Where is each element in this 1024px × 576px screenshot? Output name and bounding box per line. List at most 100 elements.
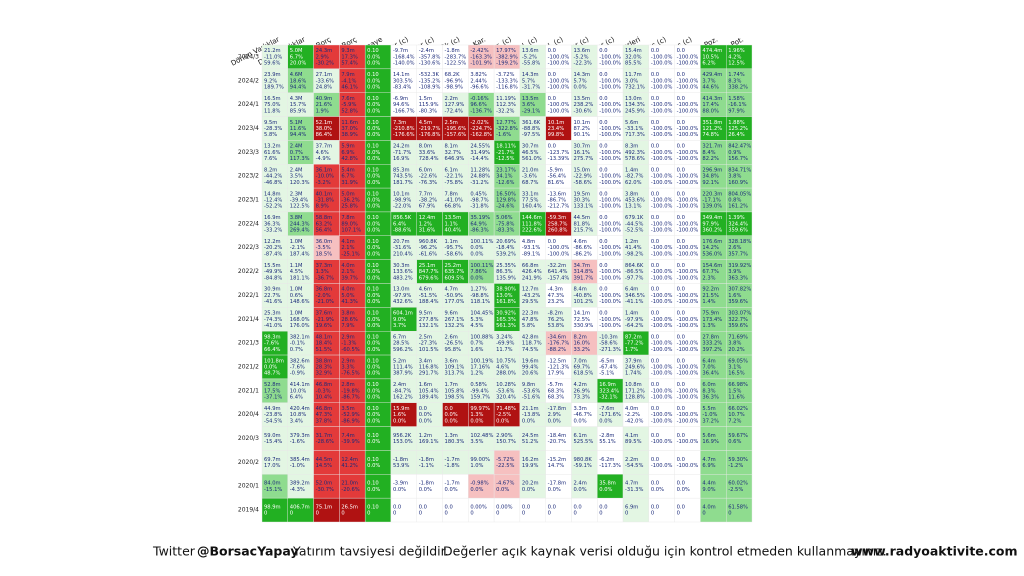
cell-value: 0.0% xyxy=(548,418,561,424)
cell-value: 8.3% xyxy=(728,78,741,84)
cell-value: -100.0% xyxy=(548,108,570,114)
cell-value: 11.28% xyxy=(470,167,490,173)
cell-value: 1.3% xyxy=(316,269,329,275)
cell-value: 24.3m xyxy=(316,48,333,54)
cell-value: 0.0 xyxy=(651,433,659,439)
cell-value: 99.97% xyxy=(470,406,490,412)
cell-value: 128.8% xyxy=(625,395,645,401)
cell-value: 0.0% xyxy=(367,364,380,370)
cell-value: 0.0 xyxy=(651,504,659,510)
cell-value: -87.4% xyxy=(264,251,282,257)
cell-value: -10.0% xyxy=(316,174,334,180)
cell-value: -171.6% xyxy=(599,412,621,418)
cell-value: 85.3m xyxy=(393,167,410,173)
cell-value: -140.0% xyxy=(393,61,415,67)
cell-value: 3.3m xyxy=(573,406,586,412)
cell-value: 1.88% xyxy=(728,120,745,126)
row-label: 2023/3 xyxy=(238,149,259,156)
cell-value: 15.4m xyxy=(625,48,642,54)
cell-value: 1.4% xyxy=(702,299,715,305)
cell-value: 5.2m xyxy=(393,358,406,364)
cell-value: 0.0% xyxy=(470,487,483,493)
cell-value: -100.0% xyxy=(599,269,621,275)
cell-value: 29.5% xyxy=(522,299,539,305)
cell-value: -88.2% xyxy=(548,347,566,353)
cell-value: 6.2% xyxy=(702,61,715,67)
cell-value: -100.0% xyxy=(651,61,673,67)
cell-value: 4.7m xyxy=(702,457,715,463)
cell-value: 275.7% xyxy=(573,156,593,162)
cell-value: -98.7% xyxy=(470,198,488,204)
cell-value: 36.3% xyxy=(264,221,281,227)
cell-value: 20.2m xyxy=(522,481,539,487)
cell-value: 359.6% xyxy=(728,299,748,305)
cell-value: -52.9% xyxy=(341,412,359,418)
cell-value: -100.0% xyxy=(651,299,673,305)
cell-value: 99.00% xyxy=(470,457,490,463)
cell-value: 320.4% xyxy=(496,395,516,401)
cell-value: 4.0m xyxy=(625,406,638,412)
cell-value: 4.1m xyxy=(625,433,638,439)
cell-value: -83.3% xyxy=(496,228,514,234)
cell-value: 0.0 xyxy=(651,191,659,197)
cell-value: 6.7% xyxy=(290,54,303,60)
cell-value: 132.1% xyxy=(419,323,439,329)
cell-value: -100.0% xyxy=(651,228,673,234)
cell-value: 0.0 xyxy=(599,48,607,54)
cell-value: 5.0m xyxy=(341,191,354,197)
cell-value: 95.8% xyxy=(445,347,462,353)
cell-value: 313.7% xyxy=(445,371,465,377)
cell-value: -100.0% xyxy=(677,221,699,227)
cell-value: 6.1m xyxy=(573,433,586,439)
cell-value: 22.7% xyxy=(264,293,281,299)
cell-value: 0.10 xyxy=(367,167,379,173)
cell-value: -28.6% xyxy=(316,439,334,445)
cell-value: 0.0 xyxy=(599,191,607,197)
cell-value: 36.4% xyxy=(702,371,719,377)
cell-value: -36.2% xyxy=(341,198,359,204)
cell-value: 89.0% xyxy=(341,221,358,227)
cell-value: 14.1m xyxy=(573,311,590,317)
cell-value: 37.0% xyxy=(341,126,358,132)
cell-value: 13.5m xyxy=(445,215,462,221)
cell-value: -100.0% xyxy=(651,108,673,114)
cell-value: 323.4% xyxy=(599,388,619,394)
cell-value: 0.0 xyxy=(651,239,659,245)
cell-value: 154.6m xyxy=(702,263,722,269)
cell-value: -96.2% xyxy=(419,245,437,251)
cell-value: -21.9% xyxy=(316,317,334,323)
cell-value: 16.0% xyxy=(573,341,590,347)
cell-value: 19.9% xyxy=(522,463,539,469)
cell-value: -95.7% xyxy=(445,245,463,251)
cell-value: 13.0% xyxy=(496,293,513,299)
cell-value: -51.6% xyxy=(522,395,540,401)
footer-twitter: Twitter xyxy=(152,544,196,559)
cell-value: 5.0M xyxy=(290,48,303,54)
cell-value: 6.0m xyxy=(702,382,715,388)
cell-value: -17.1% xyxy=(702,198,720,204)
cell-value: 0.0 xyxy=(677,481,685,487)
cell-value: 9.0% xyxy=(702,487,715,493)
cell-value: 0.0% xyxy=(367,132,380,138)
cell-value: 25.8% xyxy=(341,204,358,210)
cell-value: 4.2% xyxy=(728,54,741,60)
cell-value: -1.7m xyxy=(445,457,460,463)
cell-value: 5.7% xyxy=(522,78,535,84)
cell-value: -21.7% xyxy=(496,150,514,156)
cell-value: -97.5% xyxy=(522,132,540,138)
cell-value: 12.77% xyxy=(496,120,516,126)
cell-value: 0.0 xyxy=(599,287,607,293)
cell-value: 0.10 xyxy=(367,406,379,412)
cell-value: -76.5% xyxy=(341,371,359,377)
cell-value: -6.2m xyxy=(599,457,614,463)
cell-value: 414.1m xyxy=(290,382,310,388)
cell-value: 47.3% xyxy=(548,293,565,299)
cell-value: 0.0 xyxy=(677,406,685,412)
cell-value: 4.1m xyxy=(341,239,354,245)
cell-value: 0.0% xyxy=(367,78,380,84)
cell-value: 41.3% xyxy=(341,299,358,305)
cell-value: -100.0% xyxy=(599,132,621,138)
cell-value: 0.0 xyxy=(445,504,453,510)
cell-value: 0.0% xyxy=(367,299,380,305)
cell-value: 382.6m xyxy=(290,358,310,364)
